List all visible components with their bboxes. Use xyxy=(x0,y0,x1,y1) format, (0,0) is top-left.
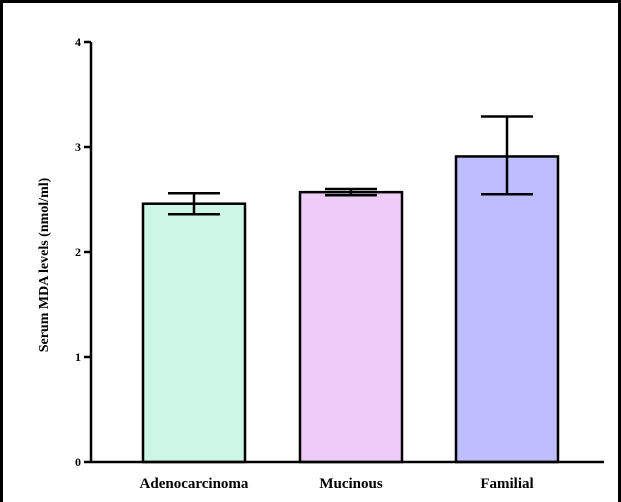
y-tick-label: 4 xyxy=(75,35,81,49)
y-axis: 0 1 2 3 4 xyxy=(75,35,93,469)
x-tick-label: Adenocarcinoma xyxy=(140,476,249,492)
error-bar-adenocarcinoma xyxy=(168,191,220,216)
error-bar-familial xyxy=(481,115,533,196)
error-bars xyxy=(168,115,533,216)
x-tick-label: Familial xyxy=(480,476,533,492)
x-axis: Adenocarcinoma Mucinous Familial xyxy=(91,460,604,492)
error-bar-mucinous xyxy=(325,187,377,197)
bar-familial xyxy=(454,155,560,464)
y-tick-label: 1 xyxy=(75,350,81,364)
x-tick-label: Mucinous xyxy=(319,476,383,492)
y-tick-label: 0 xyxy=(75,455,81,469)
y-tick-label: 3 xyxy=(75,140,81,154)
bar-adenocarcinoma xyxy=(141,202,247,464)
bars xyxy=(141,155,560,464)
bar-mucinous xyxy=(298,190,404,464)
y-tick-label: 2 xyxy=(75,245,81,259)
y-axis-title: Serum MDA levels (nmol/ml) xyxy=(37,177,52,352)
